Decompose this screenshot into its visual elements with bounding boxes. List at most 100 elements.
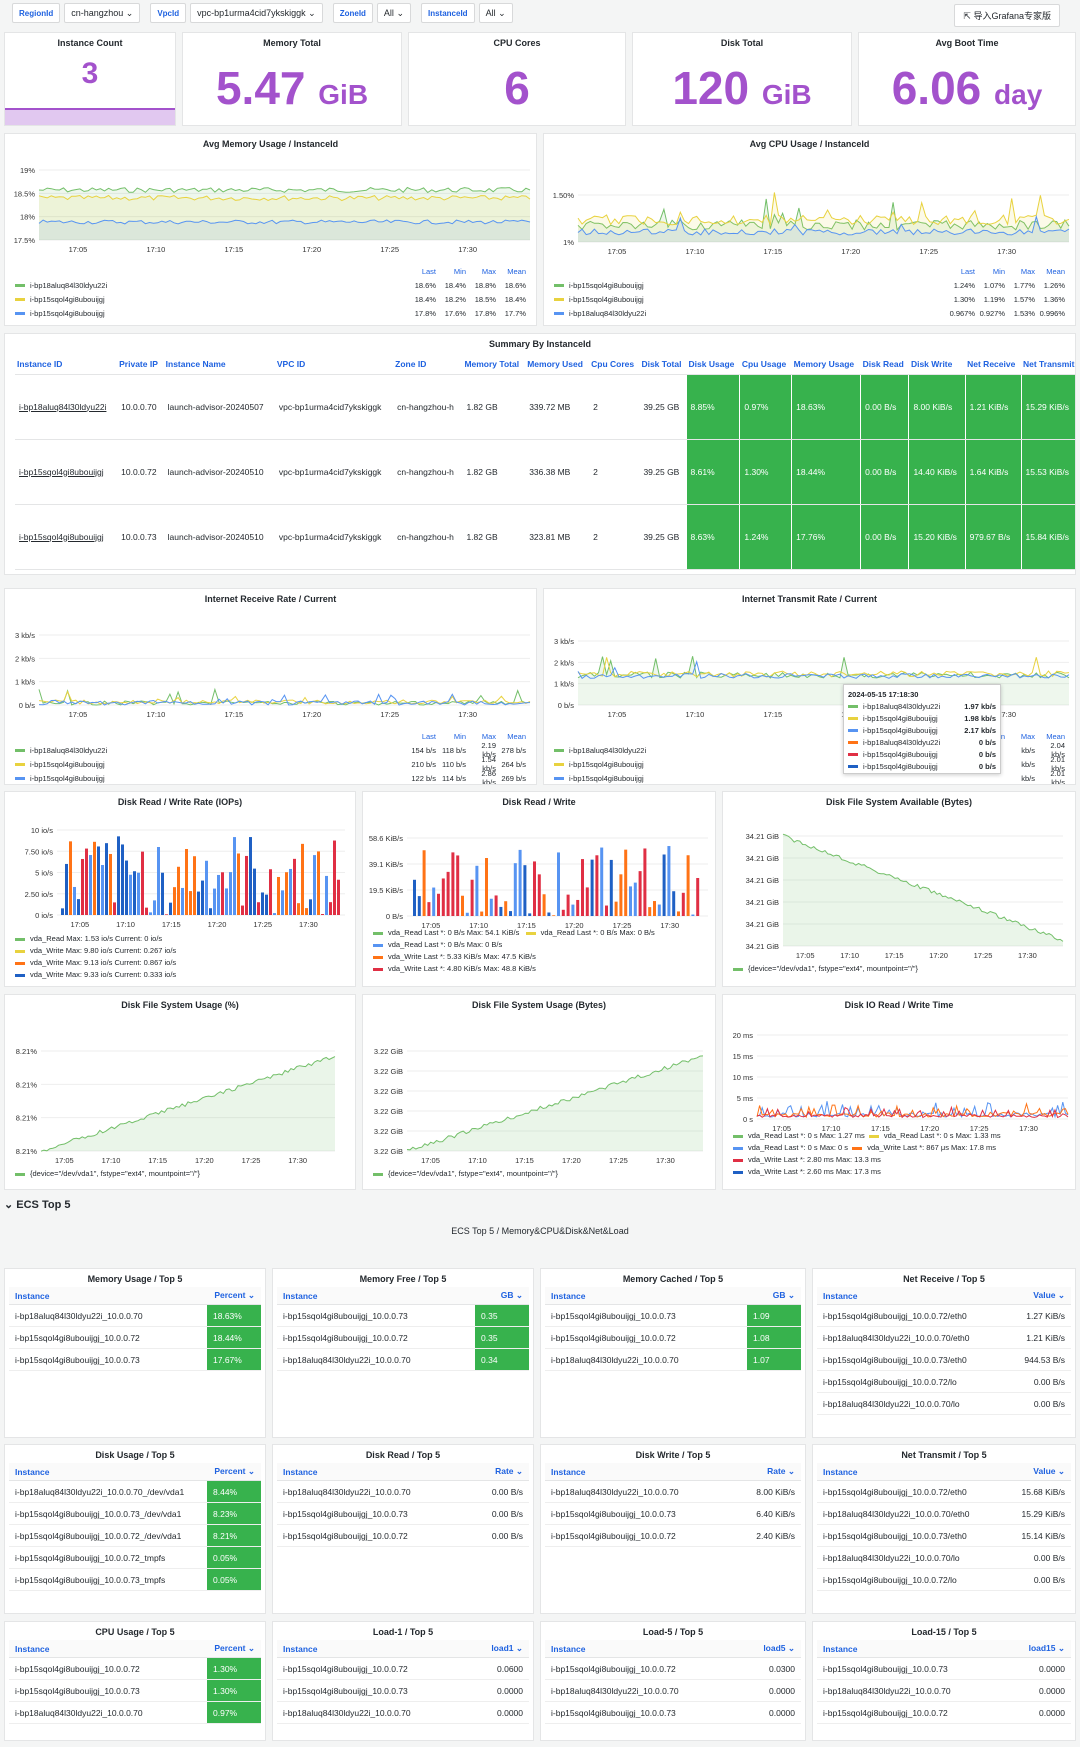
instance-select[interactable]: All bbox=[478, 3, 513, 23]
legend-row[interactable]: i-bp15sqol4gi8ubouijgj 18.4% 18.2% 18.5% 18.… bbox=[15, 292, 526, 306]
legend-row[interactable]: vda_Write Last *: 5.33 KiB/s Max: 47.5 K… bbox=[373, 952, 705, 964]
column-header[interactable]: Disk Write bbox=[908, 354, 966, 375]
column-header[interactable]: load15 ⌄ bbox=[1011, 1640, 1071, 1658]
x-tick-label: 17:15 bbox=[763, 247, 782, 256]
legend-row[interactable]: i-bp15sqol4gi8ubouijgj 122 b/s 114 b/s 2.86… bbox=[15, 769, 526, 784]
panel-title: Disk Read / Top 5 bbox=[365, 1450, 441, 1460]
column-header[interactable]: Rate ⌄ bbox=[741, 1463, 801, 1481]
table-row: i-bp15sqol4gi8ubouijgj_10.0.0.72 18.44% bbox=[9, 1326, 261, 1349]
table-cell[interactable]: i-bp15sqol4gi8ubouijgj bbox=[15, 504, 118, 570]
x-tick-label: 17:20 bbox=[208, 920, 227, 929]
column-header[interactable]: Value ⌄ bbox=[1011, 1463, 1071, 1481]
table-row: i-bp15sqol4gi8ubouijgj_10.0.0.73/eth0 944… bbox=[817, 1348, 1071, 1371]
column-header[interactable]: Percent ⌄ bbox=[207, 1287, 261, 1305]
column-header[interactable]: Instance bbox=[817, 1463, 1011, 1481]
table-row: i-bp15sqol4gi8ubouijgj_10.0.0.72 1.08 bbox=[545, 1326, 801, 1349]
legend-row[interactable]: vda_Write Last *: 4.80 KiB/s Max: 48.8 K… bbox=[373, 964, 705, 976]
region-select[interactable]: cn-hangzhou bbox=[64, 3, 141, 23]
column-header[interactable]: load1 ⌄ bbox=[469, 1640, 529, 1658]
value-cell: 944.53 B/s bbox=[1011, 1348, 1071, 1371]
column-header[interactable]: Memory Used bbox=[525, 354, 590, 375]
legend-row[interactable]: i-bp18aluq84l30ldyu22i 154 b/s 118 b/s 2.19… bbox=[15, 741, 526, 759]
legend-row[interactable]: vda_Write Last *: 2.80 ms Max: 13.3 ms bbox=[733, 1155, 1065, 1167]
column-header[interactable]: Instance bbox=[817, 1640, 1011, 1658]
iops-bar bbox=[249, 837, 252, 915]
vpc-select[interactable]: vpc-bp1urma4cid7ykskiggk bbox=[190, 3, 323, 23]
legend-row[interactable]: i-bp15sqol4gi8ubouijgj kb/s 2.01 kb/s bbox=[554, 755, 1065, 773]
column-header[interactable]: Percent ⌄ bbox=[207, 1463, 261, 1481]
legend-row[interactable]: i-bp18aluq84l30ldyu22i kb/s 2.04 kb/s bbox=[554, 741, 1065, 759]
y-tick-label: 8.21% bbox=[16, 1047, 38, 1056]
section-ecs-top5[interactable]: ⌄ ECS Top 5 bbox=[4, 1198, 70, 1211]
value-cell: 8.21% bbox=[207, 1524, 261, 1547]
column-header[interactable]: GB ⌄ bbox=[747, 1287, 801, 1305]
value-cell: 0.0000 bbox=[1011, 1679, 1071, 1702]
column-header[interactable]: Instance bbox=[277, 1287, 475, 1305]
column-header[interactable]: VPC ID bbox=[274, 354, 394, 375]
table-cell[interactable]: i-bp15sqol4gi8ubouijgj bbox=[15, 439, 118, 505]
column-header[interactable]: Instance bbox=[545, 1287, 747, 1305]
y-tick-label: 3 kb/s bbox=[15, 631, 35, 640]
legend-row[interactable]: i-bp15sqol4gi8ubouijgj 210 b/s 110 b/s 1.54… bbox=[15, 755, 526, 773]
iops-bar bbox=[225, 888, 228, 915]
legend-row[interactable]: vda_Read Last *: 0 B/s Max: 54.1 KiB/s v… bbox=[373, 928, 705, 940]
column-header[interactable]: Value ⌄ bbox=[1011, 1287, 1071, 1305]
legend-row[interactable]: vda_Read Last *: 0 s Max: 1.27 ms vda_Re… bbox=[733, 1131, 1065, 1143]
column-header[interactable]: Cpu Usage bbox=[739, 354, 792, 375]
legend-row[interactable]: vda_Read Last *: 0 s Max: 0 s vda_Write … bbox=[733, 1143, 1065, 1155]
column-header[interactable]: Memory Total bbox=[462, 354, 526, 375]
legend-row[interactable]: i-bp15sqol4gi8ubouijgj 17.8% 17.6% 17.8% 17.… bbox=[15, 306, 526, 320]
column-header[interactable]: Memory Usage bbox=[791, 354, 861, 375]
zone-select[interactable]: All bbox=[376, 3, 411, 23]
legend-row[interactable]: vda_Write Max: 9.80 io/s Current: 0.267 … bbox=[15, 946, 345, 958]
x-tick-label: 17:15 bbox=[885, 951, 904, 960]
column-header[interactable]: Net Receive bbox=[965, 354, 1021, 375]
iops-bar bbox=[321, 914, 324, 915]
rw-bar bbox=[571, 904, 575, 916]
column-header[interactable]: Disk Read bbox=[860, 354, 909, 375]
column-header[interactable]: Instance bbox=[277, 1640, 469, 1658]
var-label-vpc: VpcId bbox=[150, 3, 187, 23]
top5-panel: Load-1 / Top 5 Instance load1 ⌄ i-bp15sqol4… bbox=[272, 1621, 534, 1741]
column-header[interactable]: Zone ID bbox=[393, 354, 463, 375]
legend-row[interactable]: vda_Write Max: 9.33 io/s Current: 0.333 … bbox=[15, 970, 345, 982]
column-header[interactable]: Instance bbox=[545, 1640, 741, 1658]
legend-row[interactable]: vda_Read Max: 1.53 io/s Current: 0 io/s bbox=[15, 934, 345, 946]
stat-value: 6 bbox=[409, 61, 625, 115]
rw-bar bbox=[537, 874, 541, 916]
x-tick-label: 17:15 bbox=[871, 1124, 890, 1133]
column-header[interactable]: Rate ⌄ bbox=[469, 1463, 529, 1481]
legend-row[interactable]: i-bp15sqol4gi8ubouijgj 1.30% 1.19% 1.57% 1.3… bbox=[554, 292, 1065, 306]
column-header[interactable]: Instance bbox=[545, 1463, 741, 1481]
column-header[interactable]: Instance ID bbox=[15, 354, 118, 375]
legend-row[interactable]: i-bp15sqol4gi8ubouijgj kb/s 2.01 kb/s bbox=[554, 769, 1065, 784]
legend-row[interactable]: vda_Write Last *: 2.60 ms Max: 17.3 ms bbox=[733, 1167, 1065, 1179]
export-grafana-button[interactable]: ⇱ 导入Grafana专家版 bbox=[954, 4, 1060, 27]
column-header[interactable]: GB ⌄ bbox=[475, 1287, 529, 1305]
column-header[interactable]: Private IP bbox=[117, 354, 164, 375]
legend-row[interactable]: i-bp15sqol4gi8ubouijgj 1.24% 1.07% 1.77% 1.2… bbox=[554, 278, 1065, 292]
column-header[interactable]: Instance bbox=[9, 1640, 207, 1658]
legend-row[interactable]: vda_Write Max: 9.13 io/s Current: 0.867 … bbox=[15, 958, 345, 970]
column-header[interactable]: Instance bbox=[817, 1287, 1011, 1305]
value-cell: 15.29 KiB/s bbox=[1011, 1502, 1071, 1525]
column-header[interactable]: Instance bbox=[9, 1463, 207, 1481]
column-header[interactable]: Disk Total bbox=[639, 354, 687, 375]
rw-bar bbox=[446, 871, 450, 916]
column-header[interactable]: Instance bbox=[277, 1463, 469, 1481]
table-header-row: Instance ID Private IP Instance Name VPC ID… bbox=[15, 354, 1075, 375]
iops-bar bbox=[293, 858, 296, 915]
column-header[interactable]: Instance Name bbox=[163, 354, 275, 375]
column-header[interactable]: Instance bbox=[9, 1287, 207, 1305]
legend-row[interactable]: i-bp18aluq84l30ldyu22i 18.6% 18.4% 18.8% 18.… bbox=[15, 278, 526, 292]
tooltip-row: i-bp18aluq84l30ldyu22i 1.97 kb/s bbox=[848, 700, 996, 712]
x-tick-label: 17:10 bbox=[468, 1156, 487, 1165]
column-header[interactable]: Net Transmit bbox=[1021, 354, 1075, 375]
table-cell[interactable]: i-bp18aluq84l30ldyu22i bbox=[15, 374, 118, 440]
column-header[interactable]: Disk Usage bbox=[686, 354, 740, 375]
legend-row[interactable]: i-bp18aluq84l30ldyu22i 0.967% 0.927% 1.53% 0… bbox=[554, 306, 1065, 320]
legend-row[interactable]: vda_Read Last *: 0 B/s Max: 0 B/s bbox=[373, 940, 705, 952]
column-header[interactable]: Cpu Cores bbox=[589, 354, 640, 375]
column-header[interactable]: load5 ⌄ bbox=[741, 1640, 801, 1658]
column-header[interactable]: Percent ⌄ bbox=[207, 1640, 261, 1658]
